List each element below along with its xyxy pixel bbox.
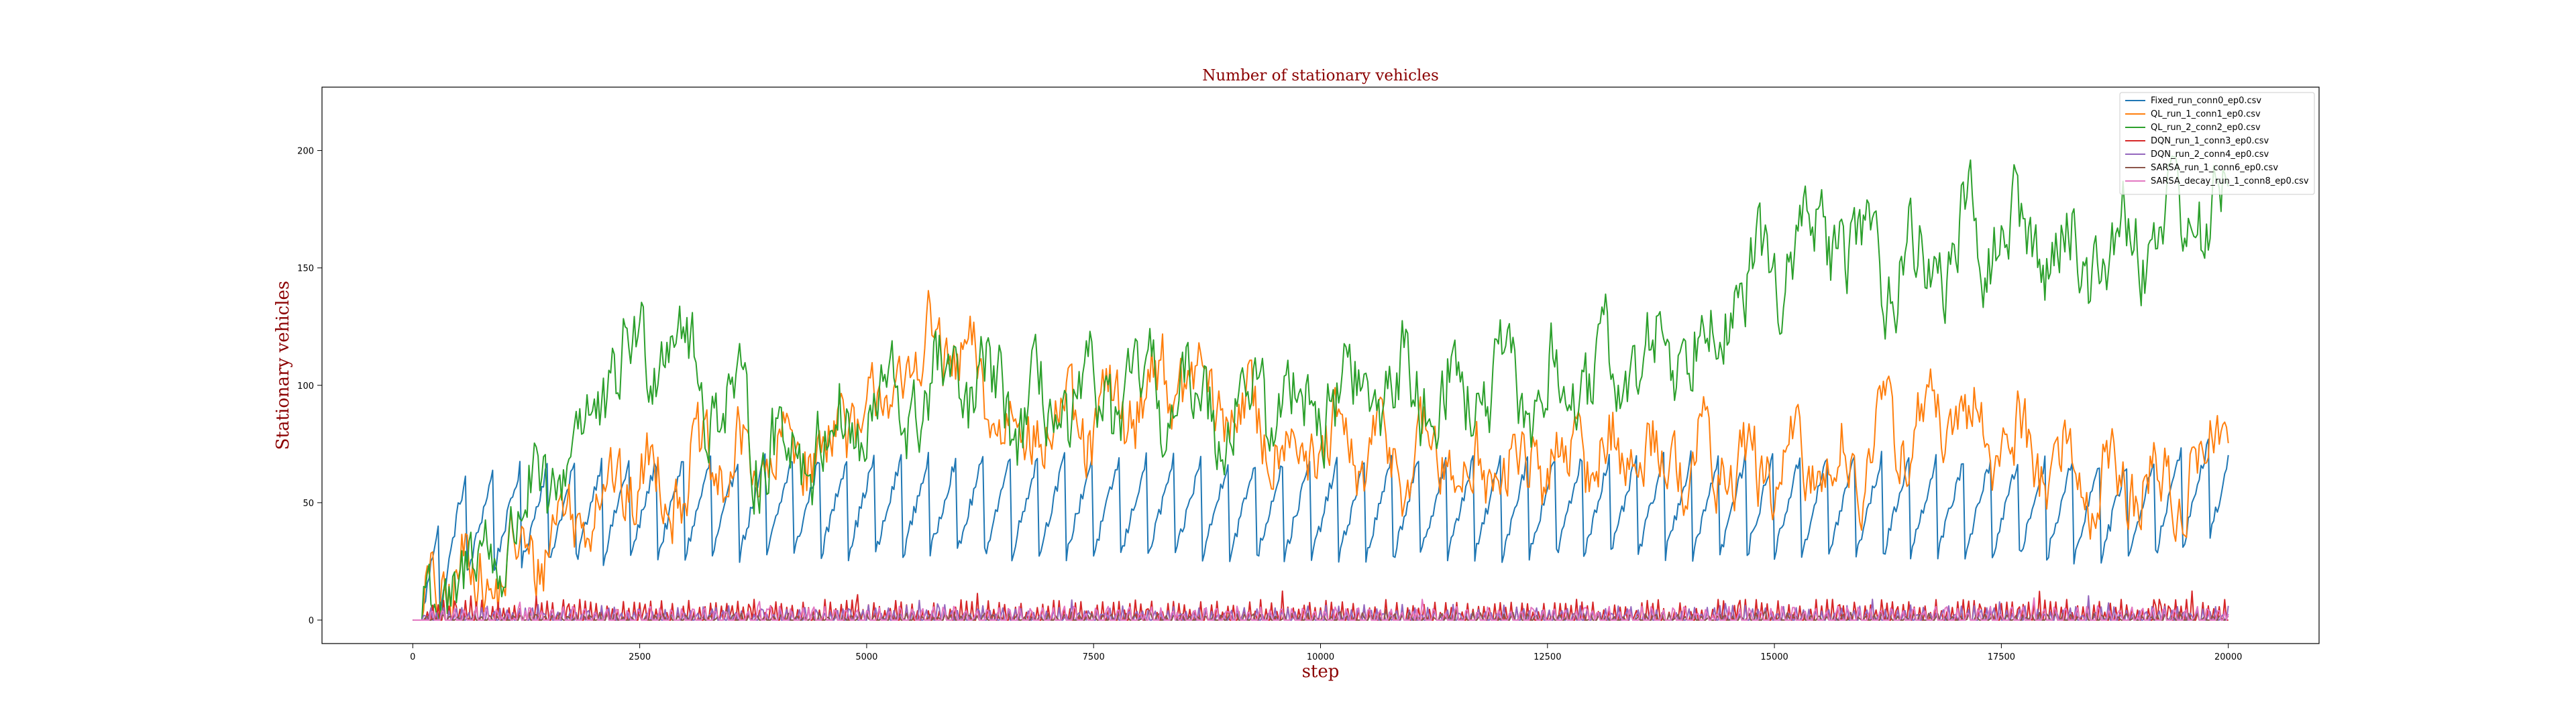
legend: Fixed_run_conn0_ep0.csv QL_run_1_conn1_ep… (2119, 92, 2315, 195)
y-tick-label: 50 (303, 499, 314, 509)
series-line (413, 438, 2229, 621)
x-tick-label: 20000 (2214, 652, 2242, 662)
series-layer (413, 155, 2229, 621)
legend-label: DQN_run_2_conn4_ep0.csv (2151, 149, 2269, 160)
legend-box (2119, 92, 2315, 195)
y-axis-label: Stationary vehicles (273, 281, 293, 450)
legend-label: QL_run_2_conn2_ep0.csv (2151, 123, 2261, 133)
x-tick-label: 0 (410, 652, 415, 662)
y-tick-label: 200 (297, 147, 314, 157)
y-axis: 0 50 100 150 200 (297, 147, 322, 626)
x-tick-label: 7500 (1083, 652, 1105, 662)
legend-label: QL_run_1_conn1_ep0.csv (2151, 109, 2261, 119)
y-tick-label: 0 (309, 616, 314, 626)
y-tick-label: 150 (297, 264, 314, 274)
x-axis: 0 2500 5000 7500 10000 12500 15000 17500 20000 (410, 644, 2242, 662)
legend-label: SARSA_run_1_conn6_ep0.csv (2151, 163, 2278, 173)
legend-label: DQN_run_1_conn3_ep0.csv (2151, 136, 2269, 146)
x-tick-label: 12500 (1534, 652, 1561, 662)
x-tick-label: 2500 (629, 652, 651, 662)
legend-label: SARSA_decay_run_1_conn8_ep0.csv (2151, 176, 2309, 186)
series-line (413, 290, 2229, 621)
x-tick-label: 5000 (855, 652, 877, 662)
x-axis-label: step (1302, 662, 1340, 682)
series-line (413, 155, 2229, 621)
series-line (413, 597, 2229, 621)
x-tick-label: 17500 (1988, 652, 2015, 662)
legend-label: Fixed_run_conn0_ep0.csv (2151, 96, 2261, 106)
chart-title: Number of stationary vehicles (1202, 67, 1439, 84)
x-tick-label: 15000 (1760, 652, 1788, 662)
x-tick-label: 10000 (1307, 652, 1334, 662)
y-tick-label: 100 (297, 381, 314, 391)
